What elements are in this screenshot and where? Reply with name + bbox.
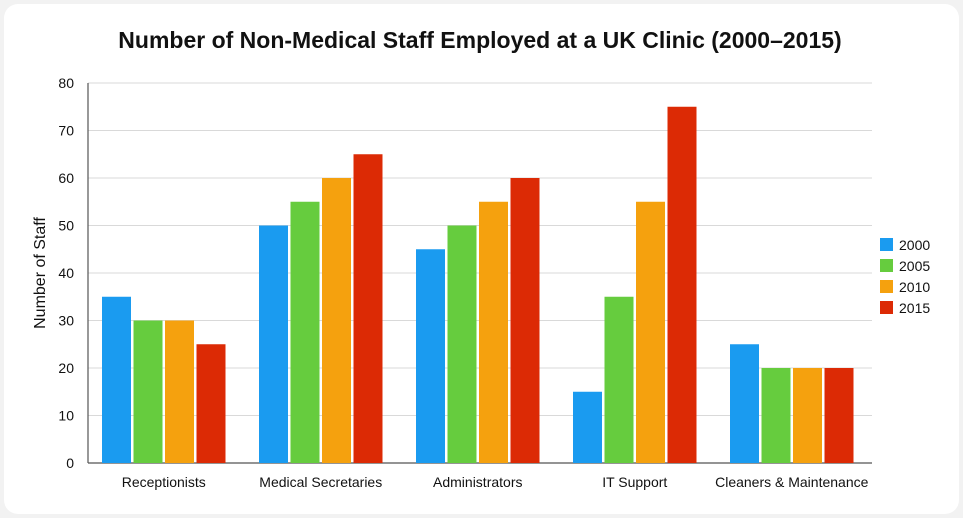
bar — [636, 201, 665, 463]
x-axis-ticks: Receptionists Medical Secretaries Administ… — [122, 474, 869, 490]
bars — [102, 106, 854, 463]
bar — [667, 106, 697, 463]
bar — [259, 225, 288, 463]
legend-swatch — [880, 301, 893, 314]
legend-label: 2015 — [899, 300, 930, 316]
chart-title: Number of Non-Medical Staff Employed at … — [118, 27, 841, 53]
bar — [322, 178, 351, 463]
bar-group — [416, 178, 540, 463]
y-tick-label: 60 — [58, 170, 74, 186]
bar — [793, 368, 822, 463]
bar — [510, 178, 540, 463]
legend-label: 2010 — [899, 279, 930, 295]
bar-group — [102, 296, 226, 463]
bar — [604, 296, 634, 463]
y-tick-label: 50 — [58, 218, 74, 234]
bar — [133, 320, 163, 463]
legend-item: 2010 — [880, 279, 930, 295]
bar — [416, 249, 445, 463]
legend-item: 2015 — [880, 300, 930, 316]
x-tick-label: Cleaners & Maintenance — [715, 474, 869, 490]
legend-label: 2000 — [899, 237, 930, 253]
legend-swatch — [880, 280, 893, 293]
y-tick-label: 30 — [58, 313, 74, 329]
bar — [761, 368, 791, 463]
legend-swatch — [880, 259, 893, 272]
bar — [447, 225, 477, 463]
legend: 2000 2005 2010 2015 — [880, 237, 930, 316]
bar — [824, 368, 854, 463]
y-axis-ticks: 0 10 20 30 40 50 60 70 80 — [58, 75, 74, 471]
bar — [730, 344, 759, 463]
y-tick-label: 70 — [58, 123, 74, 139]
bar — [196, 344, 226, 463]
legend-item: 2000 — [880, 237, 930, 253]
bar-group — [259, 154, 383, 463]
legend-label: 2005 — [899, 258, 930, 274]
y-axis-label: Number of Staff — [32, 217, 49, 329]
bar — [353, 154, 383, 463]
bar — [290, 201, 320, 463]
bar-group — [730, 344, 854, 463]
y-tick-label: 0 — [66, 455, 74, 471]
y-tick-label: 80 — [58, 75, 74, 91]
bar — [573, 391, 602, 463]
legend-item: 2005 — [880, 258, 930, 274]
bar — [165, 320, 194, 463]
legend-swatch — [880, 238, 893, 251]
x-tick-label: Administrators — [433, 474, 522, 490]
y-tick-label: 40 — [58, 265, 74, 281]
y-tick-label: 10 — [58, 408, 74, 424]
bar-group — [573, 106, 697, 463]
x-tick-label: Receptionists — [122, 474, 206, 490]
bar — [479, 201, 508, 463]
x-tick-label: IT Support — [602, 474, 667, 490]
y-tick-label: 20 — [58, 360, 74, 376]
x-tick-label: Medical Secretaries — [259, 474, 382, 490]
bar — [102, 296, 131, 463]
